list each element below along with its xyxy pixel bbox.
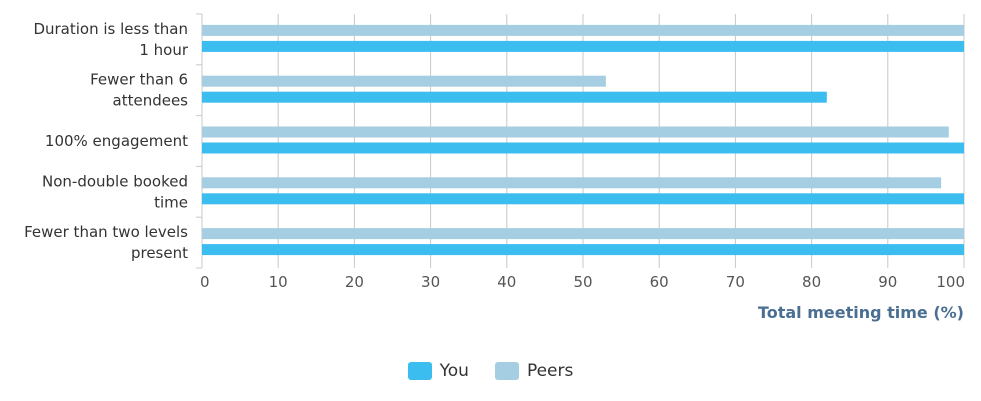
x-tick-label-60: 60 bbox=[650, 273, 669, 291]
x-axis-title: Total meeting time (%) bbox=[758, 303, 964, 322]
category-label: 100% engagement bbox=[45, 132, 188, 150]
bar-you-3[interactable] bbox=[202, 193, 964, 205]
legend-swatch-you bbox=[407, 362, 432, 380]
bar-you-1[interactable] bbox=[202, 91, 827, 103]
bar-you-4[interactable] bbox=[202, 244, 964, 256]
bar-peers-2[interactable] bbox=[202, 126, 949, 138]
category-label: Fewer than 6 bbox=[90, 71, 188, 89]
x-tick-label-20: 20 bbox=[345, 273, 364, 291]
category-label: Non-double booked bbox=[42, 172, 188, 190]
x-tick-label-90: 90 bbox=[878, 273, 897, 291]
legend-label-peers: Peers bbox=[526, 361, 574, 381]
legend-item-peers[interactable]: Peers bbox=[494, 361, 574, 381]
legend-label-you: You bbox=[439, 361, 469, 381]
bars bbox=[202, 24, 964, 256]
legend: You Peers bbox=[0, 358, 981, 384]
category-label: Fewer than two levels bbox=[24, 223, 188, 241]
x-tick-label-30: 30 bbox=[421, 273, 440, 291]
category-label: attendees bbox=[113, 92, 189, 110]
bar-peers-4[interactable] bbox=[202, 228, 964, 240]
x-tick-label-0: 0 bbox=[200, 273, 210, 291]
bar-you-2[interactable] bbox=[202, 142, 964, 154]
bar-peers-3[interactable] bbox=[202, 177, 942, 189]
legend-swatch-peers bbox=[494, 362, 519, 380]
x-tick-label-50: 50 bbox=[573, 273, 592, 291]
gridlines bbox=[196, 13, 965, 269]
legend-item-you[interactable]: You bbox=[407, 361, 469, 381]
x-axis: 0 10 20 30 40 50 60 70 80 90 100 bbox=[200, 273, 965, 291]
bar-peers-1[interactable] bbox=[202, 75, 606, 87]
category-label: time bbox=[154, 193, 188, 211]
category-label: present bbox=[131, 244, 188, 262]
x-tick-label-100: 100 bbox=[936, 273, 965, 291]
x-tick-label-40: 40 bbox=[497, 273, 516, 291]
x-tick-label-10: 10 bbox=[269, 273, 288, 291]
category-label: 1 hour bbox=[139, 41, 189, 59]
bar-you-0[interactable] bbox=[202, 40, 964, 52]
category-label: Duration is less than bbox=[33, 20, 188, 38]
bar-chart: Duration is less than 1 hour Fewer than 6 a… bbox=[24, 13, 965, 322]
x-tick-label-80: 80 bbox=[802, 273, 821, 291]
x-tick-label-70: 70 bbox=[726, 273, 745, 291]
bar-peers-0[interactable] bbox=[202, 24, 964, 36]
category-labels: Duration is less than 1 hour Fewer than 6 a… bbox=[24, 20, 189, 262]
